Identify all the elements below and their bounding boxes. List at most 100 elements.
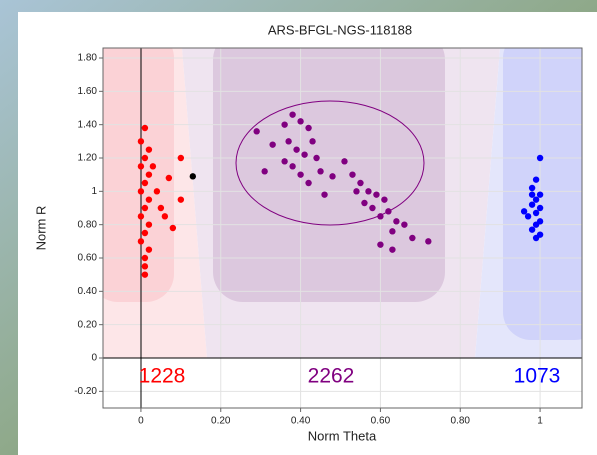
y-tick-label: 0.20: [78, 319, 98, 330]
point: [153, 188, 161, 195]
x-tick-label: 0.40: [291, 416, 311, 427]
point: [389, 228, 396, 235]
region: [103, 48, 174, 302]
point: [369, 204, 376, 212]
point: [532, 234, 540, 242]
point: [425, 238, 432, 245]
point: [393, 218, 400, 225]
point: [141, 179, 149, 187]
y-tick-label: 0.40: [78, 286, 98, 297]
point: [137, 213, 145, 220]
point: [285, 138, 292, 145]
point: [137, 163, 145, 170]
point: [141, 204, 149, 212]
point: [137, 238, 145, 245]
y-tick-label: 0.60: [78, 253, 98, 264]
x-tick-label: 0.80: [451, 416, 471, 427]
point: [161, 213, 169, 220]
point: [177, 154, 185, 162]
point: [189, 173, 197, 180]
plot-frame: [102, 47, 583, 409]
point: [141, 229, 149, 237]
point: [373, 191, 380, 198]
point: [365, 188, 372, 195]
point: [409, 234, 416, 242]
point: [532, 176, 540, 183]
point: [253, 128, 260, 135]
point: [361, 199, 368, 207]
point: [329, 173, 336, 180]
point: [532, 196, 540, 203]
point: [536, 154, 544, 162]
y-tick-label: 1: [91, 186, 97, 197]
point: [169, 224, 177, 232]
region: [213, 48, 445, 302]
point: [157, 204, 165, 212]
point: [305, 124, 312, 132]
x-tick-label: 0.20: [211, 416, 231, 427]
cluster-count: 1228: [139, 365, 186, 388]
point: [177, 196, 185, 203]
point: [528, 191, 536, 198]
point: [141, 154, 149, 162]
x-tick-label: 0.60: [371, 416, 391, 427]
point: [389, 246, 396, 253]
point: [353, 188, 360, 195]
y-tick-label: -0.20: [74, 386, 97, 397]
point: [141, 271, 149, 278]
point: [357, 179, 364, 187]
point: [141, 124, 149, 132]
point: [401, 221, 408, 228]
point: [145, 196, 153, 203]
point: [137, 138, 145, 145]
point: [165, 174, 173, 182]
point: [281, 158, 288, 165]
point: [149, 163, 157, 170]
point: [313, 154, 320, 162]
y-tick-label: 1.20: [78, 153, 98, 164]
point: [309, 138, 316, 145]
point: [141, 263, 149, 270]
cluster-ellipse: [235, 100, 425, 226]
point: [289, 111, 296, 118]
point: [385, 208, 392, 215]
point: [145, 246, 153, 253]
y-tick-label: 0.80: [78, 219, 98, 230]
cluster-count: 2262: [308, 365, 355, 388]
point: [289, 163, 296, 170]
point: [536, 204, 544, 212]
point: [524, 213, 532, 220]
regions: [103, 48, 582, 358]
x-axis-label: Norm Theta: [308, 428, 377, 443]
point: [321, 191, 328, 198]
point: [293, 146, 300, 153]
point: [145, 221, 153, 228]
point: [281, 121, 288, 128]
point: [532, 221, 540, 228]
point: [536, 191, 544, 198]
y-tick-label: 1.80: [78, 53, 98, 64]
point: [381, 196, 388, 203]
point: [145, 146, 153, 153]
point: [528, 201, 536, 208]
point: [532, 209, 540, 217]
point: [261, 168, 268, 175]
point: [528, 184, 536, 192]
point: [341, 158, 348, 165]
y-tick-label: 0: [91, 353, 97, 364]
point: [305, 179, 312, 187]
point: [377, 213, 384, 220]
x-tick-label: 0: [138, 416, 144, 427]
y-tick-label: 1.60: [78, 86, 98, 97]
point: [520, 208, 528, 215]
point: [301, 151, 308, 158]
point: [297, 118, 304, 125]
points: [137, 111, 544, 278]
point: [528, 226, 536, 233]
point: [349, 171, 356, 178]
y-axis-label: Norm R: [33, 206, 48, 251]
point: [377, 241, 384, 248]
point: [137, 188, 145, 195]
chart-title: ARS-BFGL-NGS-118188: [268, 22, 412, 37]
